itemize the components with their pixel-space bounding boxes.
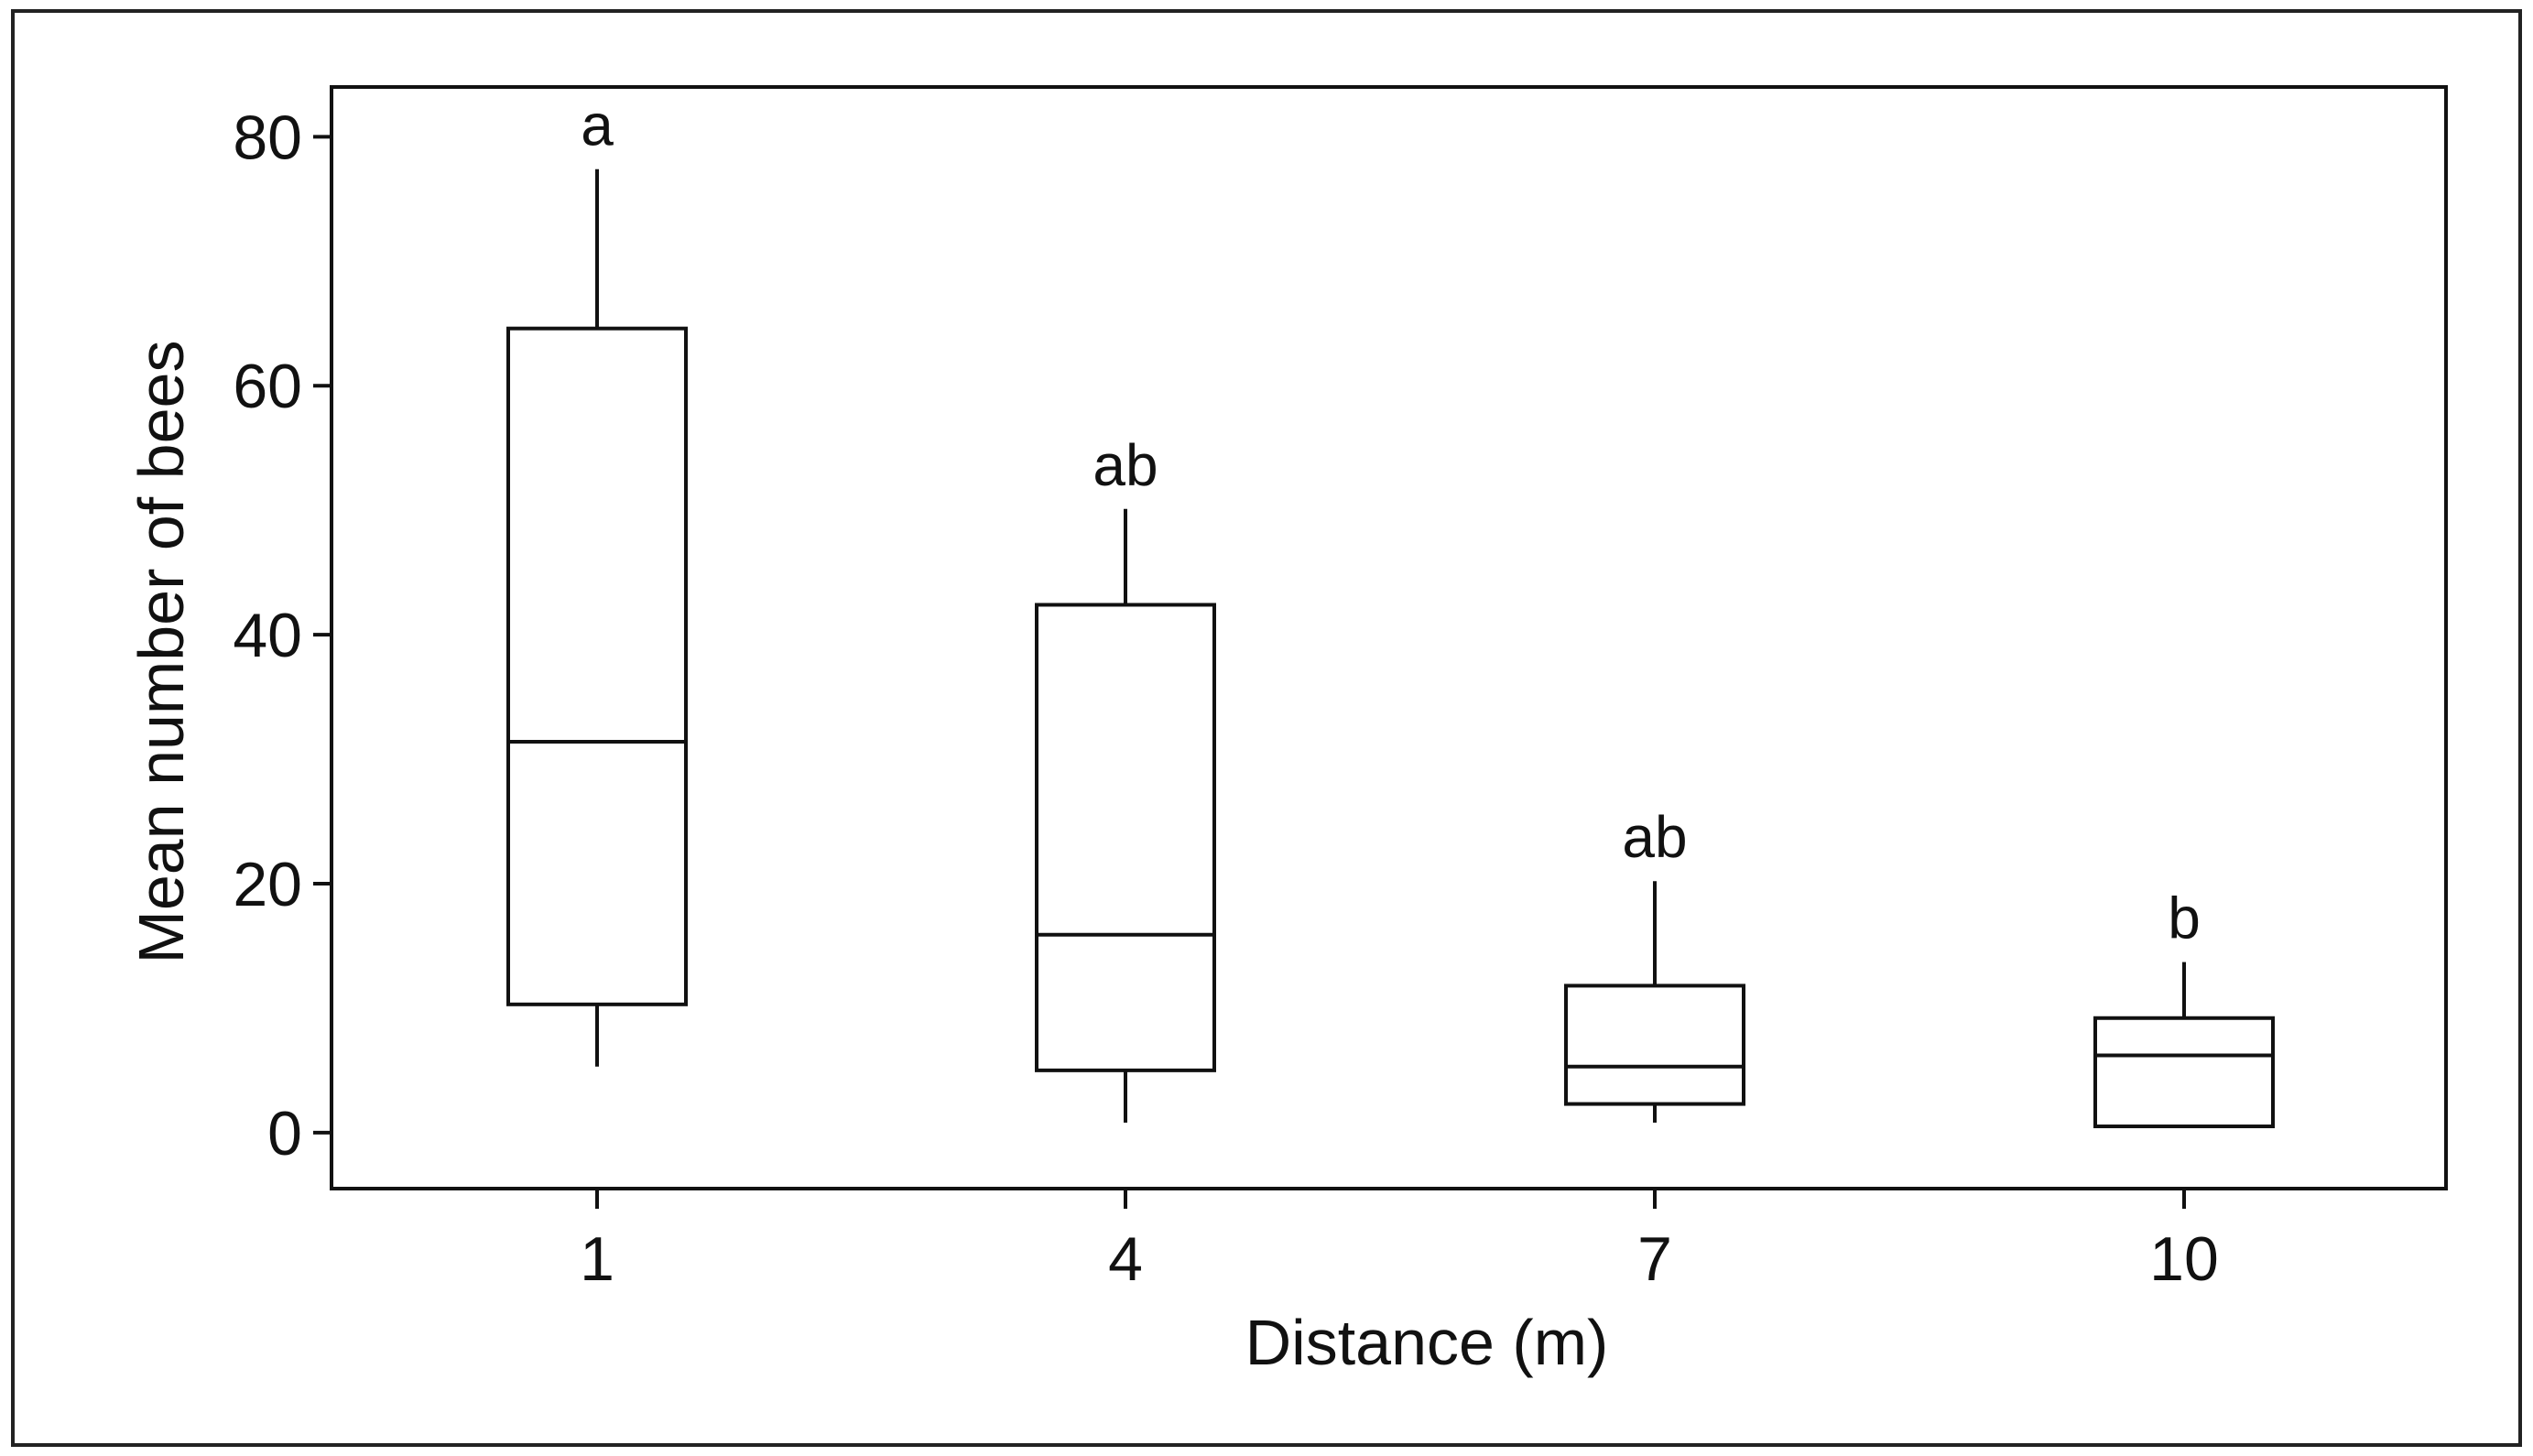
group-label: ab: [1093, 432, 1158, 498]
y-axis: 0 20 40 60 80: [233, 103, 332, 1168]
group-label: a: [581, 92, 614, 158]
iqr-box: [1564, 983, 1745, 1106]
box-plot-series: a ab ab b: [506, 92, 2275, 1129]
y-tick-label-20: 20: [233, 850, 302, 919]
group-label: ab: [1622, 804, 1687, 870]
iqr-box: [1035, 603, 1216, 1072]
iqr-box: [2093, 1016, 2275, 1129]
y-tick-label-80: 80: [233, 103, 302, 172]
x-tick-label-4: 4: [1108, 1224, 1143, 1294]
x-tick-label-1: 1: [580, 1224, 614, 1294]
y-tick-label-0: 0: [267, 1099, 302, 1168]
x-axis-title: Distance (m): [1245, 1307, 1609, 1378]
box-1: a: [506, 92, 688, 1067]
y-tick-label-60: 60: [233, 352, 302, 421]
box-4: ab: [1035, 432, 1216, 1123]
y-axis-title: Mean number of bees: [125, 341, 197, 964]
x-tick-label-7: 7: [1637, 1224, 1672, 1294]
box-7: ab: [1564, 804, 1745, 1123]
y-tick-label-40: 40: [233, 601, 302, 670]
box-10: b: [2093, 886, 2275, 1129]
x-axis: 1 4 7 10: [580, 1189, 2219, 1294]
x-tick-label-10: 10: [2149, 1224, 2219, 1294]
iqr-box: [506, 326, 688, 1006]
group-label: b: [2168, 886, 2201, 951]
